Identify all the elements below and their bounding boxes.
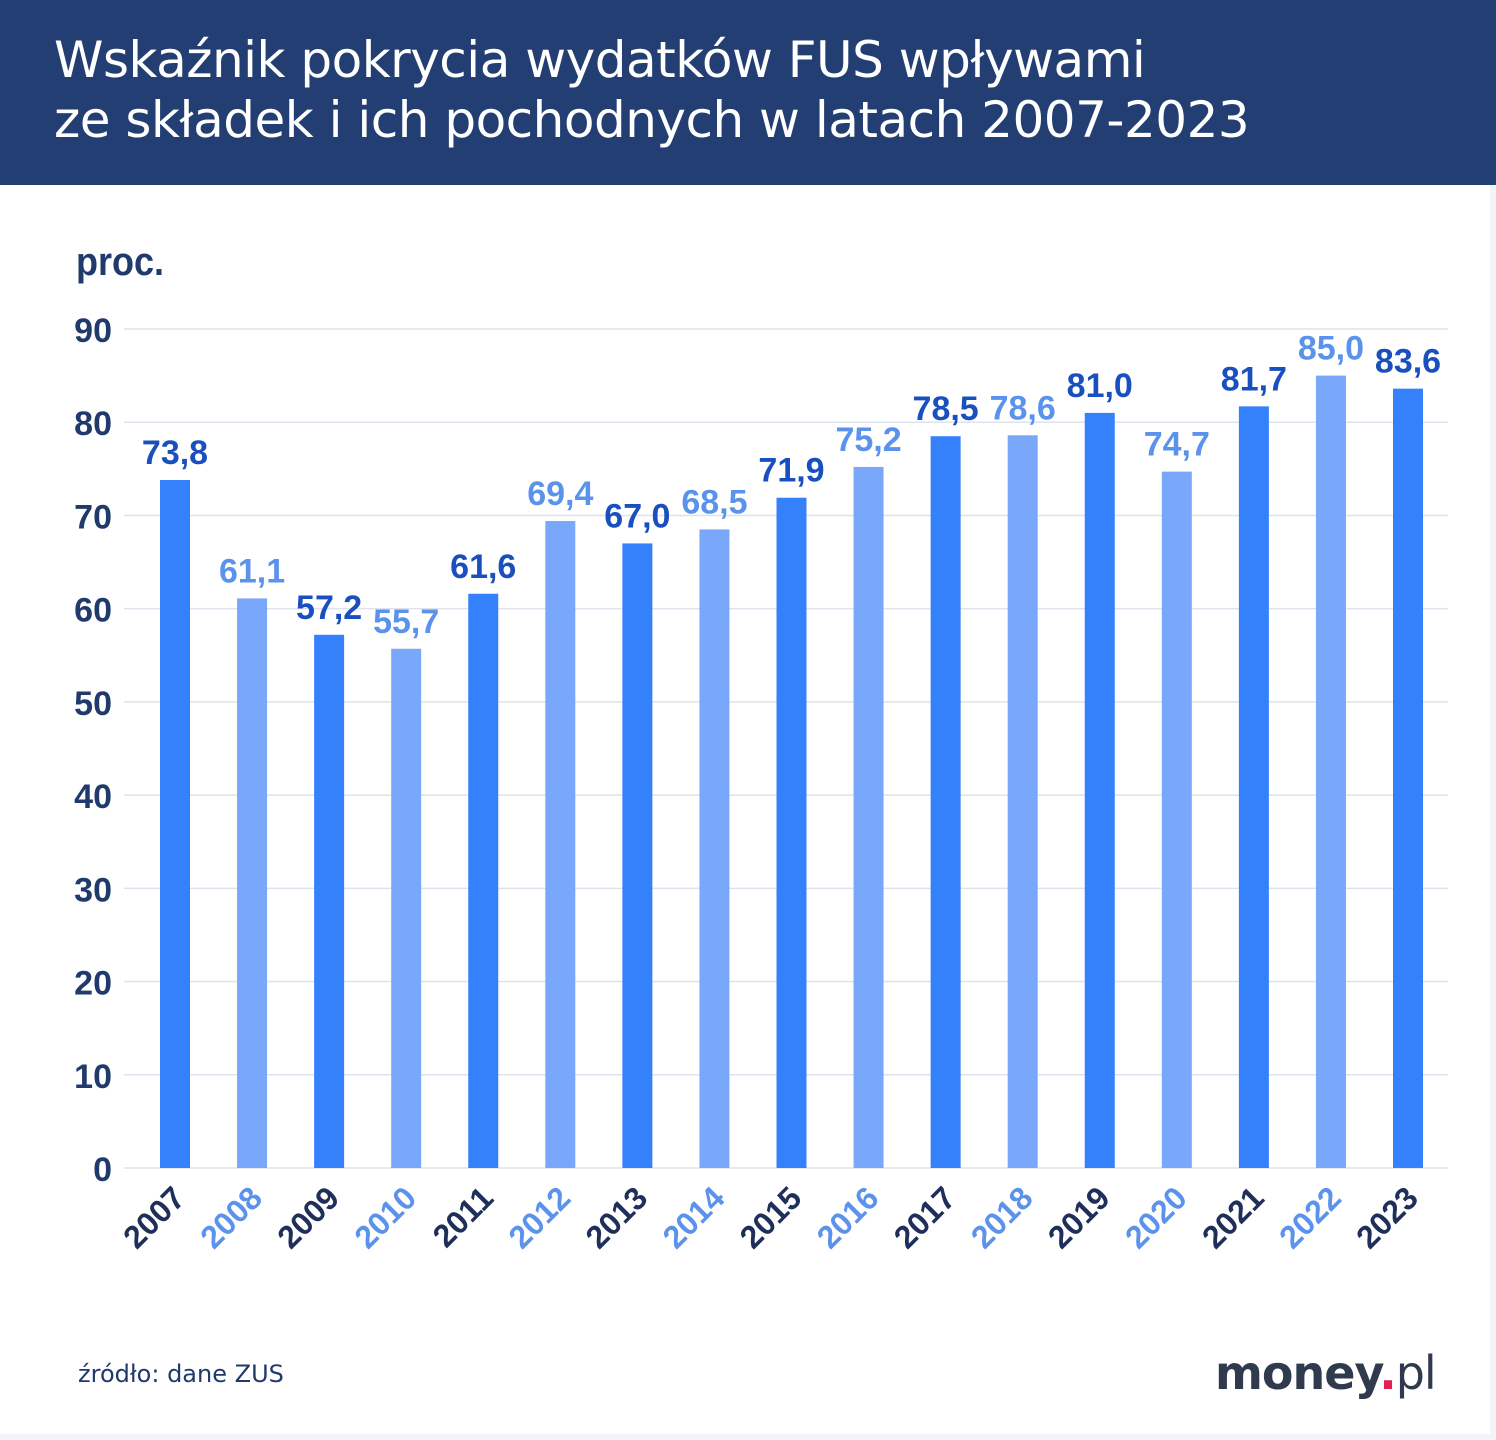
- bar-2010: [391, 648, 422, 1168]
- data-label: 81,0: [1067, 367, 1133, 405]
- y-tick-label: 90: [74, 312, 112, 350]
- data-label: 69,4: [527, 475, 593, 513]
- bar-2018: [1007, 435, 1038, 1169]
- x-tick-label: 2010: [347, 1179, 423, 1255]
- x-tick-label: 2011: [426, 1179, 501, 1254]
- y-tick-label: 30: [74, 871, 112, 909]
- x-tick-label: 2007: [116, 1179, 192, 1255]
- data-label: 55,7: [373, 603, 439, 641]
- data-label: 61,6: [450, 548, 516, 586]
- bar-2014: [699, 529, 730, 1168]
- data-label: 85,0: [1298, 330, 1364, 368]
- title-line-2: ze składek i ich pochodnych w latach 200…: [54, 91, 1250, 149]
- data-label: 73,8: [142, 434, 208, 472]
- title-line-1: Wskaźnik pokrycia wydatków FUS wpływami: [54, 31, 1146, 89]
- data-label: 78,6: [990, 389, 1056, 427]
- bar-2016: [853, 466, 884, 1169]
- bar-2011: [468, 593, 499, 1168]
- x-tick-label: 2021: [1195, 1179, 1271, 1255]
- y-tick-label: 40: [74, 778, 112, 816]
- x-tick-label: 2017: [887, 1179, 963, 1255]
- bar-chart: proc. 0 10 20 30 40 50 60 70 80 90 73,8 61,1 57,2 55,…: [74, 240, 1448, 1255]
- data-label: 78,5: [913, 390, 979, 428]
- data-label: 61,1: [219, 552, 285, 590]
- bar-2022: [1315, 375, 1346, 1169]
- y-tick-label: 10: [74, 1058, 112, 1096]
- data-label: 68,5: [681, 483, 747, 521]
- x-tick-label: 2009: [270, 1179, 346, 1255]
- bar-2015: [776, 497, 807, 1169]
- data-label: 71,9: [758, 452, 824, 490]
- bar-2012: [545, 521, 576, 1168]
- y-tick-label: 50: [74, 685, 112, 723]
- x-tick-label: 2022: [1272, 1179, 1348, 1255]
- data-label: 83,6: [1375, 343, 1441, 381]
- x-tick-label: 2013: [579, 1179, 655, 1255]
- source-note: źródło: dane ZUS: [78, 1360, 284, 1388]
- x-tick-label: 2016: [810, 1179, 886, 1255]
- y-tick-label: 60: [74, 592, 112, 630]
- x-tick-label: 2014: [656, 1179, 732, 1255]
- data-label: 75,2: [835, 421, 901, 459]
- bar-2017: [930, 436, 961, 1168]
- data-label: 74,7: [1144, 426, 1210, 464]
- x-tick-label: 2008: [193, 1179, 269, 1255]
- bar-2009: [314, 634, 345, 1168]
- bar-2013: [622, 543, 653, 1168]
- x-tick-label: 2023: [1349, 1179, 1425, 1255]
- bar-2008: [237, 598, 268, 1168]
- x-tick-label: 2018: [964, 1179, 1040, 1255]
- bar-2020: [1161, 471, 1192, 1168]
- data-label: 57,2: [296, 589, 362, 627]
- bar-2023: [1393, 388, 1423, 1168]
- y-tick-label: 0: [93, 1151, 112, 1189]
- bar-2007: [160, 480, 190, 1168]
- bar-2021: [1238, 406, 1269, 1168]
- data-label: 67,0: [604, 497, 670, 535]
- header: Wskaźnik pokrycia wydatków FUS wpływami …: [0, 0, 1496, 185]
- chart-title: Wskaźnik pokrycia wydatków FUS wpływami …: [54, 30, 1250, 150]
- y-axis-label: proc.: [76, 240, 164, 284]
- y-tick-label: 20: [74, 965, 112, 1003]
- data-label: 81,7: [1221, 360, 1287, 398]
- money-pl-logo: money.pl: [1215, 1346, 1437, 1400]
- y-tick-label: 70: [74, 498, 112, 536]
- x-tick-label: 2020: [1118, 1179, 1194, 1255]
- x-tick-label: 2012: [501, 1179, 577, 1255]
- x-tick-label: 2019: [1041, 1179, 1117, 1255]
- y-tick-label: 80: [74, 405, 112, 443]
- x-tick-label: 2015: [733, 1179, 809, 1255]
- bar-2019: [1084, 412, 1115, 1168]
